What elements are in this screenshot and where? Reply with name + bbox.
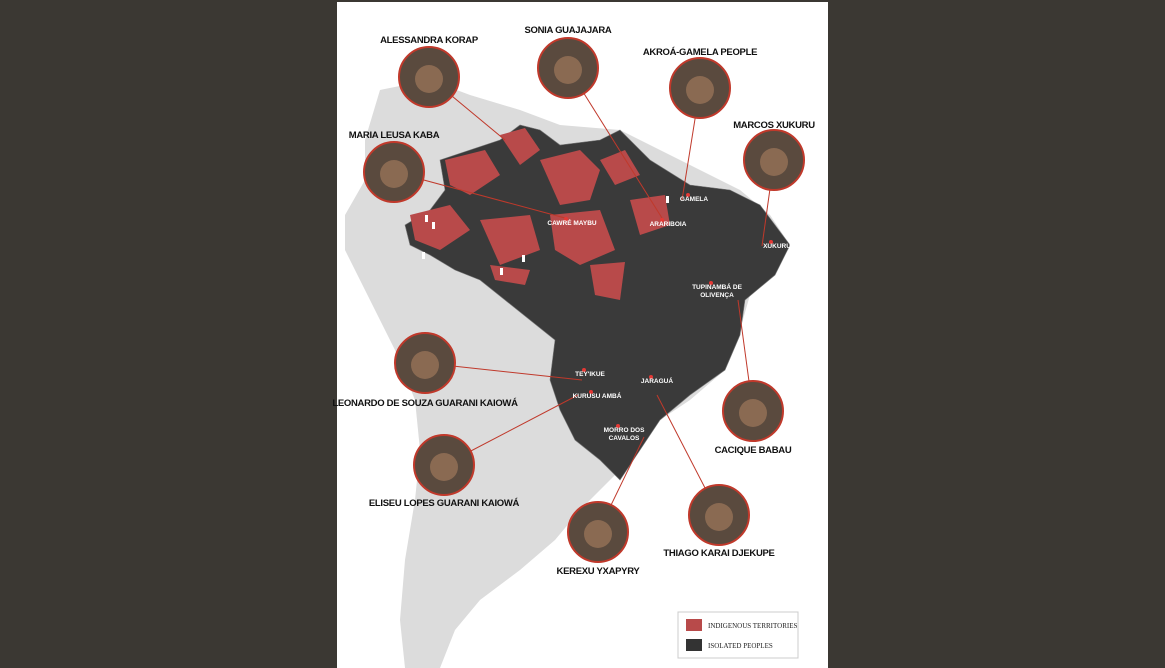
location-label: KURUSU AMBÁ bbox=[573, 391, 622, 400]
location-label: OLIVENÇA bbox=[700, 292, 734, 299]
legend-swatch bbox=[686, 639, 702, 651]
location-label: TUPINAMBÁ DE bbox=[692, 282, 742, 291]
location-label: ARARIBOIA bbox=[650, 221, 687, 228]
location-dot bbox=[769, 240, 773, 244]
territory bbox=[630, 195, 670, 235]
location-dot bbox=[564, 217, 568, 221]
legend bbox=[677, 611, 799, 659]
portrait-face bbox=[705, 503, 733, 531]
location-dot bbox=[582, 368, 586, 372]
location-dot bbox=[589, 390, 593, 394]
person-name: AKROÁ-GAMELA PEOPLE bbox=[643, 47, 757, 58]
person-name: CACIQUE BABAU bbox=[715, 445, 792, 456]
territory bbox=[600, 150, 640, 185]
territory bbox=[500, 128, 540, 165]
isolated-marker bbox=[422, 252, 425, 259]
legend-swatch bbox=[686, 619, 702, 631]
portrait-face bbox=[380, 160, 408, 188]
legend-label: INDIGENOUS TERRITORIES bbox=[708, 622, 797, 630]
location-label: TEY'IKUE bbox=[575, 371, 605, 378]
portrait-face bbox=[415, 65, 443, 93]
brazil bbox=[404, 124, 791, 481]
territory bbox=[480, 215, 540, 265]
location-label: MORRO DOS bbox=[604, 427, 645, 434]
portrait-face bbox=[760, 148, 788, 176]
location-label: CAVALOS bbox=[609, 435, 640, 442]
location-dot bbox=[616, 424, 620, 428]
person-name: ELISEU LOPES GUARANI KAIOWÁ bbox=[369, 498, 520, 509]
location-label: CAWRÉ MAYBU bbox=[547, 218, 597, 227]
person-name: SONIA GUAJAJARA bbox=[525, 25, 612, 36]
territories bbox=[410, 128, 670, 300]
isolated-marker bbox=[666, 196, 669, 203]
annotations: ALESSANDRA KORAP SONIA GUAJAJARA AKROÁ-GAM… bbox=[332, 25, 815, 577]
territory bbox=[550, 210, 615, 265]
person-name: MARIA LEUSA KABA bbox=[349, 130, 440, 141]
isolated-peoples-markers bbox=[422, 196, 669, 275]
person-name: ALESSANDRA KORAP bbox=[380, 35, 479, 46]
portrait-face bbox=[554, 56, 582, 84]
legend-label: ISOLATED PEOPLES bbox=[708, 642, 773, 650]
isolated-marker bbox=[425, 215, 428, 222]
isolated-marker bbox=[522, 255, 525, 262]
person-name: LEONARDO DE SOUZA GUARANI KAIOWÁ bbox=[332, 398, 518, 409]
person-name: THIAGO KARAI DJEKUPE bbox=[663, 548, 774, 559]
location-label: JARAGUÁ bbox=[641, 376, 673, 385]
territory bbox=[445, 150, 500, 195]
location-dot bbox=[649, 375, 653, 379]
person-name: KEREXU YXAPYRY bbox=[557, 566, 641, 577]
territory bbox=[540, 150, 600, 205]
isolated-marker bbox=[432, 222, 435, 229]
portrait-face bbox=[686, 76, 714, 104]
portrait-face bbox=[584, 520, 612, 548]
location-label: XUKURU bbox=[763, 243, 791, 250]
portrait-face bbox=[430, 453, 458, 481]
person-name: MARCOS XUKURU bbox=[733, 120, 815, 131]
isolated-marker bbox=[500, 268, 503, 275]
location-dot bbox=[686, 193, 690, 197]
portrait-face bbox=[739, 399, 767, 427]
portrait-face bbox=[411, 351, 439, 379]
location-dot bbox=[660, 218, 664, 222]
territory bbox=[590, 262, 625, 300]
location-dot bbox=[709, 281, 713, 285]
location-label: GAMELA bbox=[680, 196, 708, 203]
